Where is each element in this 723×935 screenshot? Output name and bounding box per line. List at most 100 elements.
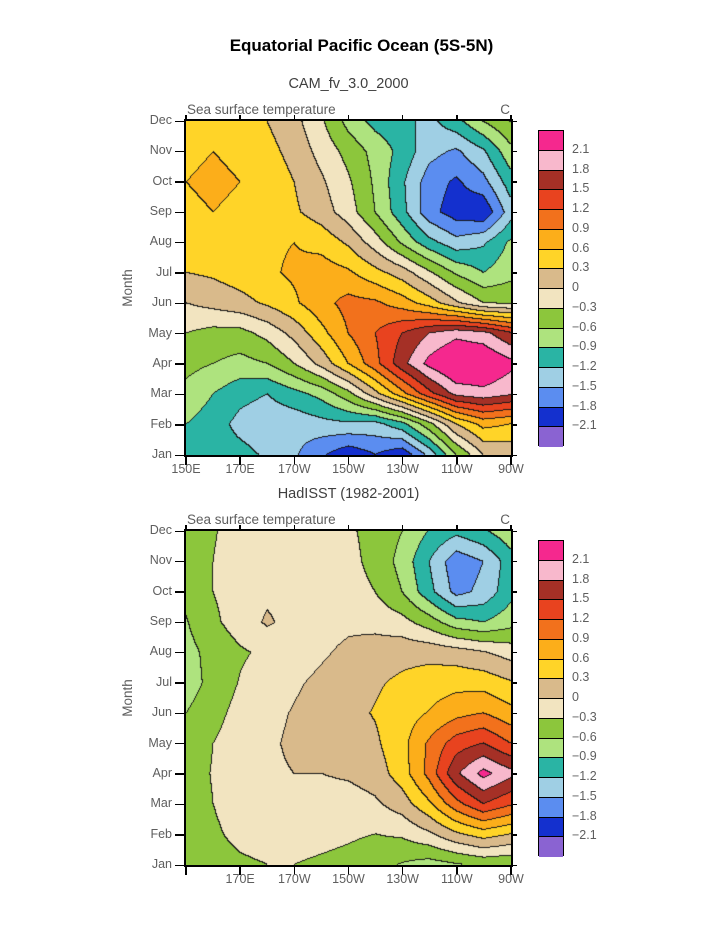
colorbar-tick-label: −0.3 [572,709,597,724]
y-tick-label: Aug [149,644,172,659]
y-axis-tick-right [511,363,517,365]
y-tick-label: Oct [152,583,172,598]
y-tick-label: Jan [151,857,172,871]
x-axis-tick [510,865,512,875]
x-axis-tick [293,865,296,875]
colorbar-tick-label: −1.2 [572,359,597,373]
colorbar-tick-label: 1.8 [572,161,590,176]
x-tick-label: 150W [332,462,365,476]
x-tick-label: 170W [278,462,311,476]
colorbar-tick-label: −0.3 [572,299,597,314]
colorbar-tick-label: 0.9 [572,630,590,645]
y-axis-tick-right [511,454,517,456]
x-axis-tick-top [510,115,512,121]
x-tick-label: 170E [225,872,255,886]
y-axis-tick [175,682,186,684]
y-tick-label: Jan [151,447,172,461]
colorbar-cell [539,718,563,739]
colorbar-cell [539,150,563,171]
x-axis-tick-top [456,115,458,121]
x-tick-label: 170W [278,872,311,886]
colorbar-cell [539,639,563,660]
y-axis-tick-right [511,424,517,426]
y-tick-label: Jul [156,264,172,279]
colorbar-cell [539,778,563,798]
y-axis-tick [175,621,186,623]
x-axis-tick [401,455,404,465]
y-tick-label: Oct [152,173,172,188]
y-tick-label: May [148,325,172,340]
y-axis-tick [175,272,186,274]
x-tick-label: 90W [498,462,524,476]
y-axis-tick [175,454,186,456]
y-axis-tick [175,773,186,775]
colorbar-tick-label: 2.1 [572,141,590,156]
y-axis-tick-right [511,393,517,396]
y-axis-tick [175,302,186,305]
colorbar-tick-label: 0.6 [572,240,590,255]
y-axis-tick-right [511,773,517,775]
x-axis-tick [239,865,241,875]
colorbar-tick-label: −1.2 [572,769,597,783]
x-axis-tick-top [401,115,404,121]
panel-cam-field-label: Sea surface temperature [187,102,336,117]
colorbar-cell [539,600,563,620]
colorbar-cell [539,229,563,250]
x-axis-tick [401,865,404,875]
y-axis-tick-right [511,530,517,532]
colorbar-tick-label: −1.5 [572,378,597,393]
y-tick-label: Nov [149,553,172,568]
panel-hadisst-units-label: C [500,512,510,527]
y-axis-tick-right [511,150,517,153]
y-axis-tick-right [511,682,517,684]
x-tick-label: 150E [171,462,201,476]
y-axis-tick [175,120,186,122]
panel-hadisst-subtitle: HadISST (1982-2001) [277,486,420,502]
x-axis-tick [185,455,187,465]
colorbar-cell [539,308,563,329]
y-axis-tick [175,363,186,365]
colorbar-cell [539,328,563,349]
y-axis-tick [175,712,186,715]
y-axis-tick [175,803,186,806]
colorbar-cell [539,580,563,601]
y-axis-tick-right [511,272,517,274]
y-axis-tick [175,864,186,866]
y-axis-tick-right [511,333,517,335]
y-axis-tick [175,393,186,396]
y-axis-tick-right [511,864,517,866]
colorbar-tick-label: 0 [572,690,579,704]
x-axis-tick [347,865,350,875]
y-axis-tick [175,591,186,593]
panel-cam-units-label: C [500,102,510,117]
colorbar-tick-label: 1.5 [572,591,590,606]
colorbar-tick-label: −1.8 [572,808,597,823]
y-axis-tick-right [511,560,517,563]
x-axis-tick [239,455,241,465]
y-axis-tick-right [511,743,517,745]
colorbar-cell [539,797,563,818]
y-tick-label: Jun [151,705,172,720]
y-tick-label: Dec [149,523,172,537]
colorbar-tick-label: 0.6 [572,650,590,665]
colorbar-tick-label: 1.8 [572,571,590,586]
x-axis-tick-top [347,115,350,121]
x-axis-tick [456,865,458,875]
hadisst-contour-plot [186,531,511,865]
y-tick-label: Mar [150,796,172,811]
colorbar-tick-label: −1.8 [572,398,597,413]
cam-colorbar [538,130,564,447]
y-axis-tick [175,560,186,563]
y-tick-label: Nov [149,143,172,158]
colorbar-tick-label: −0.9 [572,339,597,354]
x-axis-tick [293,455,296,465]
x-tick-label: 130W [386,872,419,886]
colorbar-cell [539,407,563,428]
y-tick-label: Feb [150,826,172,841]
y-axis-tick-right [511,834,517,836]
colorbar-tick-label: 0.3 [572,260,590,275]
colorbar-cell [539,289,563,309]
colorbar-tick-label: −0.6 [572,729,597,744]
x-axis-tick [510,455,512,465]
colorbar-tick-label: −0.9 [572,749,597,764]
